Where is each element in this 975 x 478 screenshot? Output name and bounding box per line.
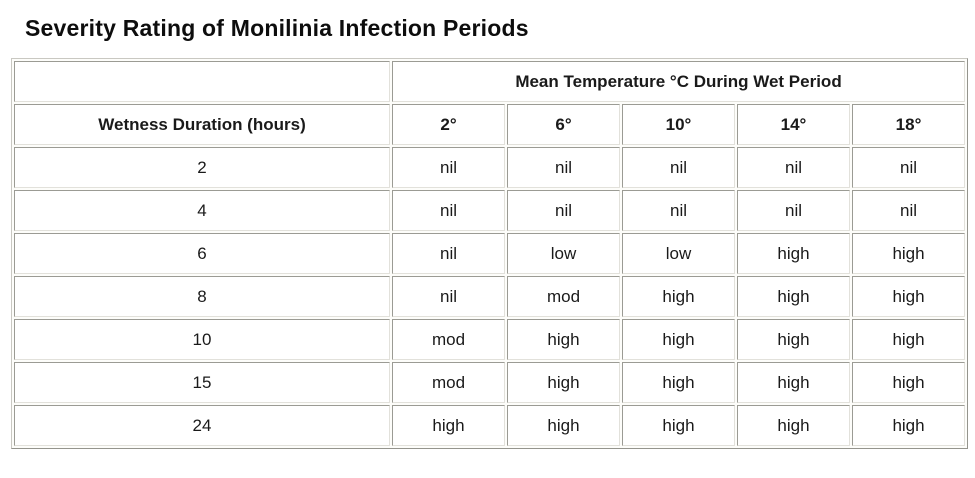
corner-cell: [14, 61, 390, 102]
severity-cell: high: [852, 233, 966, 274]
severity-cell: high: [622, 319, 735, 360]
severity-cell: high: [737, 276, 850, 317]
severity-cell: high: [622, 362, 735, 403]
duration-cell: 6: [14, 233, 390, 274]
severity-cell: mod: [392, 319, 505, 360]
duration-cell: 24: [14, 405, 390, 446]
severity-cell: low: [507, 233, 620, 274]
severity-cell: high: [507, 362, 620, 403]
duration-column-header: Wetness Duration (hours): [14, 104, 390, 145]
severity-cell: nil: [622, 190, 735, 231]
temp-group-header: Mean Temperature °C During Wet Period: [392, 61, 966, 102]
severity-cell: high: [852, 362, 966, 403]
severity-cell: nil: [737, 147, 850, 188]
table-row: 24 high high high high high: [14, 405, 966, 446]
severity-cell: high: [507, 405, 620, 446]
severity-cell: high: [622, 276, 735, 317]
severity-cell: high: [737, 319, 850, 360]
duration-cell: 8: [14, 276, 390, 317]
temp-column-header: 14°: [737, 104, 850, 145]
severity-cell: high: [737, 405, 850, 446]
table-row: 10 mod high high high high: [14, 319, 966, 360]
severity-cell: mod: [507, 276, 620, 317]
severity-table: Mean Temperature °C During Wet Period We…: [11, 58, 969, 449]
table-row: 15 mod high high high high: [14, 362, 966, 403]
severity-cell: high: [852, 319, 966, 360]
severity-cell: nil: [737, 190, 850, 231]
temp-column-header: 18°: [852, 104, 966, 145]
duration-cell: 15: [14, 362, 390, 403]
table-row-column-headers: Wetness Duration (hours) 2° 6° 10° 14° 1…: [14, 104, 966, 145]
severity-cell: nil: [507, 190, 620, 231]
table-row: 2 nil nil nil nil nil: [14, 147, 966, 188]
severity-cell: high: [392, 405, 505, 446]
severity-cell: high: [737, 362, 850, 403]
severity-cell: nil: [507, 147, 620, 188]
severity-cell: nil: [852, 147, 966, 188]
temp-column-header: 6°: [507, 104, 620, 145]
severity-cell: nil: [392, 190, 505, 231]
temp-column-header: 2°: [392, 104, 505, 145]
severity-cell: high: [852, 276, 966, 317]
severity-cell: nil: [392, 276, 505, 317]
severity-cell: nil: [392, 147, 505, 188]
severity-cell: nil: [392, 233, 505, 274]
duration-cell: 4: [14, 190, 390, 231]
severity-cell: mod: [392, 362, 505, 403]
duration-cell: 10: [14, 319, 390, 360]
table-row: 6 nil low low high high: [14, 233, 966, 274]
severity-cell: low: [622, 233, 735, 274]
severity-cell: high: [852, 405, 966, 446]
page-title: Severity Rating of Monilinia Infection P…: [25, 15, 529, 41]
severity-cell: high: [622, 405, 735, 446]
table-row-group-header: Mean Temperature °C During Wet Period: [14, 61, 966, 102]
table-row: 4 nil nil nil nil nil: [14, 190, 966, 231]
severity-cell: high: [737, 233, 850, 274]
table-row: 8 nil mod high high high: [14, 276, 966, 317]
severity-cell: nil: [622, 147, 735, 188]
temp-column-header: 10°: [622, 104, 735, 145]
severity-cell: nil: [852, 190, 966, 231]
duration-cell: 2: [14, 147, 390, 188]
severity-cell: high: [507, 319, 620, 360]
